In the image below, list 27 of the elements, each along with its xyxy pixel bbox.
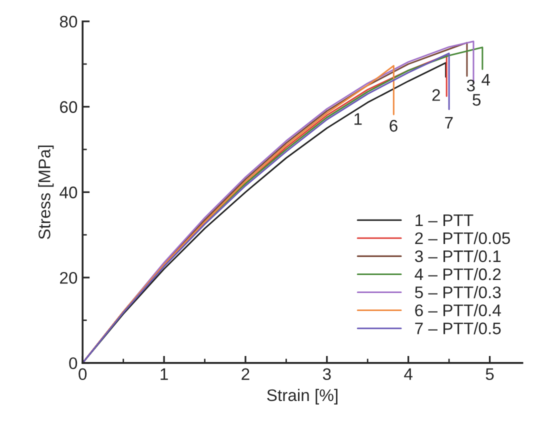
x-tick-label: 0 xyxy=(78,368,87,380)
legend-label: 4 – PTT/0.2 xyxy=(414,268,501,280)
legend-label: 1 – PTT xyxy=(416,214,474,226)
legend-label: 3 – PTT/0.1 xyxy=(414,250,501,262)
x-axis-title: Strain [%] xyxy=(267,388,338,404)
y-tick-label: 60 xyxy=(60,101,78,113)
annotation: 5 xyxy=(472,94,481,106)
annotation: 6 xyxy=(390,120,398,132)
y-tick-label: 80 xyxy=(60,16,78,28)
annotation: 3 xyxy=(466,80,475,92)
y-tick-label: 20 xyxy=(60,272,78,284)
annotation: 1 xyxy=(354,113,362,125)
y-tick-label: 0 xyxy=(69,357,78,370)
x-tick-label: 5 xyxy=(486,368,494,380)
y-axis-title: Stress [MPa] xyxy=(38,146,54,240)
legend-label: 5 – PTT/0.3 xyxy=(415,286,501,298)
legend-label: 6 – PTT/0.4 xyxy=(415,304,501,316)
legend-label: 7 – PTT/0.5 xyxy=(415,322,501,334)
x-tick-label: 3 xyxy=(322,368,331,380)
annotation: 2 xyxy=(432,89,440,101)
y-tick-label: 40 xyxy=(60,186,78,198)
legend-label: 2 – PTT/0.05 xyxy=(415,232,510,244)
x-tick-label: 2 xyxy=(242,368,250,380)
x-tick-label: 4 xyxy=(404,368,412,380)
annotation: 7 xyxy=(445,117,453,128)
x-tick-label: 1 xyxy=(160,368,168,380)
annotation: 4 xyxy=(482,74,490,86)
